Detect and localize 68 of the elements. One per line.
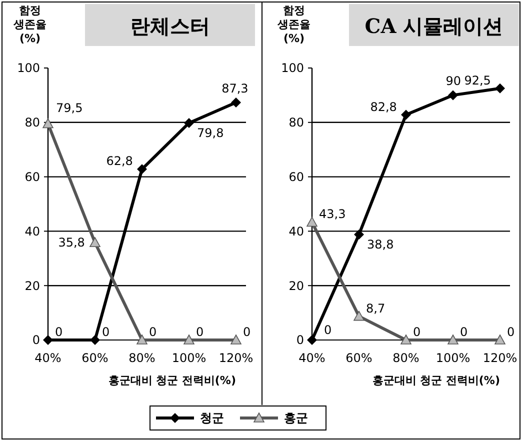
point [43, 335, 53, 345]
x-axis-title: 홍군대비 청군 전력비(%) [372, 374, 500, 387]
data-label: 43,3 [319, 207, 346, 222]
x-tick-label: 80% [392, 351, 420, 365]
point [184, 334, 194, 344]
y-tick-label: 20 [288, 278, 304, 293]
y-tick-label: 80 [288, 116, 304, 130]
point [354, 310, 364, 321]
x-axis-title: 홍군대비 청군 전력비(%) [108, 374, 236, 387]
y-tick-label: 60 [24, 170, 40, 184]
data-label: 0 [324, 323, 332, 337]
point [448, 90, 458, 100]
data-label: 35,8 [58, 236, 85, 250]
point [184, 118, 194, 128]
x-tick-label: 100% [172, 351, 206, 365]
point [230, 334, 242, 344]
x-tick-label: 80% [128, 351, 156, 365]
legend-label: 청군 [200, 411, 224, 426]
y-tick-label: 80 [24, 116, 40, 130]
data-label: 79,5 [56, 100, 83, 115]
point [495, 83, 505, 94]
data-label: 0 [196, 325, 204, 339]
point [401, 110, 411, 120]
chart-title: CA 시뮬레이션 [364, 14, 504, 38]
legend-label: 홍군 [284, 411, 308, 426]
y-tick-label: 100 [17, 61, 40, 76]
x-tick-label: 40% [298, 351, 326, 365]
data-label: 0 [102, 325, 110, 339]
point [494, 334, 506, 344]
x-tick-label: 120% [482, 351, 518, 365]
y-tick-label: 20 [24, 278, 40, 293]
chart-title: 란체스터 [130, 14, 210, 38]
point [231, 98, 241, 108]
data-label: 0 [507, 325, 515, 339]
y-tick-label: 0 [296, 333, 304, 348]
point [90, 237, 100, 248]
y-axis-title: 함정 생존율 (%) [12, 4, 46, 45]
point [448, 334, 458, 344]
x-tick-label: 100% [436, 351, 470, 365]
data-label: 38,8 [367, 237, 394, 252]
y-tick-label: 60 [288, 170, 304, 184]
data-label: 87,3 [222, 82, 248, 96]
x-tick-label: 60% [82, 351, 108, 365]
y-tick-label: 40 [24, 224, 40, 238]
data-label: 8,7 [366, 301, 386, 316]
data-label: 79,8 [197, 126, 224, 140]
data-label: 82,8 [370, 100, 397, 114]
y-tick-label: 40 [288, 224, 304, 238]
x-tick-label: 40% [34, 351, 62, 365]
y-tick-label: 0 [32, 333, 40, 348]
x-tick-label: 60% [346, 351, 372, 365]
y-axis-title: 함정 생존율 (%) [276, 4, 310, 45]
point [307, 335, 317, 345]
point [354, 229, 364, 240]
data-label: 62,8 [106, 154, 133, 168]
data-label: 0 [460, 325, 468, 339]
point [90, 335, 100, 345]
data-label: 0 [243, 325, 251, 339]
data-label: 0 [413, 325, 421, 339]
point [136, 334, 148, 344]
data-label: 92,5 [464, 73, 491, 88]
y-tick-label: 100 [281, 61, 304, 76]
point [137, 164, 147, 174]
point [400, 334, 412, 344]
data-label: 90 [446, 74, 462, 88]
data-label: 0 [55, 325, 63, 339]
data-label: 0 [149, 325, 157, 339]
x-tick-label: 120% [218, 351, 254, 365]
